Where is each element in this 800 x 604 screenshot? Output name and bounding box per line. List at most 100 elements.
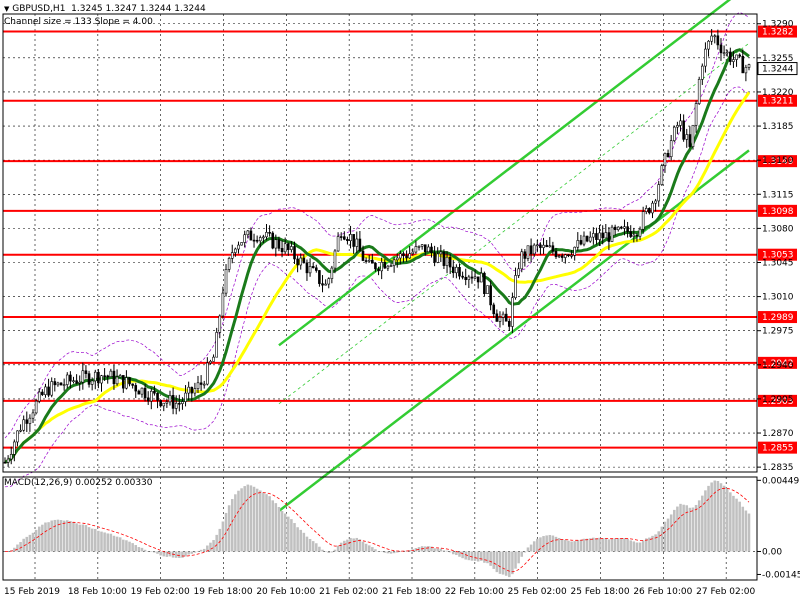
macd-y-tick-label: -0.00145 xyxy=(762,570,800,580)
candle-body xyxy=(218,315,222,333)
macd-bar xyxy=(115,536,119,552)
candle-body xyxy=(433,252,436,263)
macd-bar xyxy=(59,520,63,552)
macd-bar xyxy=(252,486,256,552)
macd-bar xyxy=(467,551,471,561)
candle-body xyxy=(551,245,555,252)
candle-body xyxy=(87,373,91,385)
macd-bar xyxy=(153,551,156,553)
candle-body xyxy=(579,240,583,245)
candle-body xyxy=(663,152,667,166)
macd-bar xyxy=(707,485,710,552)
candle-body xyxy=(252,239,256,242)
macd-bar xyxy=(682,504,685,552)
macd-bar xyxy=(355,537,359,552)
y-tick-label: 1.3185 xyxy=(762,122,794,132)
candle-body xyxy=(613,226,617,231)
macd-bar xyxy=(495,551,499,573)
macd-bar xyxy=(483,551,486,563)
y-tick-label: 1.2835 xyxy=(762,463,794,473)
y-tick-label: 1.3255 xyxy=(762,54,794,64)
candle-body xyxy=(732,59,735,62)
candle-body xyxy=(159,400,162,407)
candle-body xyxy=(701,65,704,80)
candle-body xyxy=(498,317,502,322)
level-price-label: 1.2903 xyxy=(762,397,794,407)
macd-bar xyxy=(694,504,698,552)
candle-body xyxy=(623,226,626,229)
candle-body xyxy=(629,231,633,237)
macd-bar xyxy=(271,500,274,552)
macd-bar xyxy=(719,483,723,552)
macd-bar xyxy=(657,531,660,552)
macd-bar xyxy=(532,541,536,552)
candle-body xyxy=(109,370,113,378)
candle-body xyxy=(286,243,290,250)
level-price-box xyxy=(758,441,797,454)
candle-body xyxy=(327,278,331,285)
candle-body xyxy=(395,257,399,261)
macd-bar xyxy=(190,551,194,554)
macd-bar xyxy=(679,503,682,552)
candle-body xyxy=(221,292,225,317)
macd-bar xyxy=(274,503,278,552)
macd-bar xyxy=(283,513,287,552)
candle-body xyxy=(508,320,511,327)
candle-body xyxy=(31,412,35,419)
macd-bar xyxy=(193,551,197,553)
macd-bar xyxy=(140,547,144,552)
y-tick-label: 1.3045 xyxy=(762,258,794,268)
candle-body xyxy=(112,370,116,385)
candle-body xyxy=(9,454,13,460)
macd-bar xyxy=(508,551,511,578)
macd-bar xyxy=(676,506,679,552)
candle-body xyxy=(302,257,306,264)
macd-bar xyxy=(202,548,206,552)
macd-bar xyxy=(520,551,524,557)
macd-bar xyxy=(392,551,396,554)
macd-bar xyxy=(747,513,751,552)
candle-body xyxy=(464,276,468,280)
macd-bar xyxy=(87,527,91,552)
candle-body xyxy=(399,253,402,259)
macd-bar xyxy=(333,549,337,552)
macd-bar xyxy=(13,547,16,552)
macd-bar xyxy=(470,551,474,561)
x-tick-label: 25 Feb 18:00 xyxy=(571,587,630,597)
candle-body xyxy=(299,257,303,266)
candle-body xyxy=(548,245,552,248)
candle-body xyxy=(305,262,309,274)
macd-bar xyxy=(576,540,580,552)
candle-body xyxy=(448,256,452,268)
macd-bar xyxy=(476,551,480,562)
candle-body xyxy=(567,254,570,257)
macd-bar xyxy=(75,523,78,552)
macd-bar xyxy=(293,523,296,552)
macd-bar xyxy=(613,538,617,552)
candle-body xyxy=(451,266,455,274)
candle-body xyxy=(461,275,464,278)
y-tick-label: 1.3150 xyxy=(762,156,794,166)
macd-bar xyxy=(112,535,116,552)
level-price-label: 1.2942 xyxy=(762,359,794,369)
x-tick-label: 21 Feb 02:00 xyxy=(319,587,378,597)
macd-bar xyxy=(439,548,443,552)
macd-bar xyxy=(641,540,645,552)
macd-bar xyxy=(408,550,411,552)
collapse-arrow-icon[interactable]: ▼ xyxy=(4,5,10,13)
macd-bar xyxy=(645,538,648,552)
candle-body xyxy=(685,134,689,140)
candle-body xyxy=(635,234,639,237)
candle-body xyxy=(3,461,7,464)
macd-bar xyxy=(361,541,365,552)
macd-bar xyxy=(143,549,147,552)
macd-bar xyxy=(514,551,517,569)
macd-bar xyxy=(725,488,729,552)
level-price-box xyxy=(758,356,797,369)
candle-body xyxy=(713,35,717,38)
candle-body xyxy=(69,374,72,382)
candle-body xyxy=(371,259,374,264)
macd-bar xyxy=(704,490,707,552)
candle-body xyxy=(672,126,676,141)
